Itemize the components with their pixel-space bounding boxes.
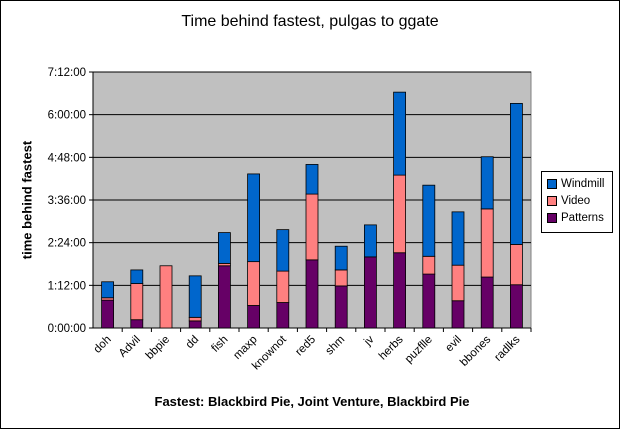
chart-legend: Windmill Video Patterns xyxy=(541,171,613,233)
bar-segment-patterns xyxy=(305,259,319,329)
legend-label: Video xyxy=(561,195,591,207)
legend-item-windmill: Windmill xyxy=(547,177,604,191)
legend-swatch xyxy=(547,213,557,223)
legend-swatch xyxy=(547,179,557,189)
y-tick-label: 3:36:00 xyxy=(48,195,86,207)
x-tick-label: shm xyxy=(323,334,347,358)
x-tick-label: herbs xyxy=(377,333,406,362)
bar-segment-patterns xyxy=(101,299,114,329)
bar-segment-patterns xyxy=(130,319,144,329)
bar-segment-windmill xyxy=(247,173,261,263)
bar-segment-patterns xyxy=(509,284,523,329)
x-tick-label: radlks xyxy=(492,333,522,363)
bar-segment-video xyxy=(509,244,523,286)
bar-segment-windmill xyxy=(509,103,523,245)
bar-segment-patterns xyxy=(422,273,436,329)
y-tick-label: 4:48:00 xyxy=(48,152,86,164)
bar-segment-windmill xyxy=(451,211,465,266)
y-tick-label: 2:24:00 xyxy=(48,238,86,250)
y-tick-label: 0:00:00 xyxy=(48,323,86,335)
bar-segment-patterns xyxy=(451,300,465,329)
bar-segment-video xyxy=(451,264,465,302)
bar-segment-video xyxy=(393,174,407,254)
bar-segment-windmill xyxy=(480,156,494,210)
bar-segment-windmill xyxy=(334,245,348,271)
x-tick-label: red5 xyxy=(293,334,318,359)
bar-segment-windmill xyxy=(130,269,144,284)
y-tick-label: 1:12:00 xyxy=(48,280,86,292)
legend-item-video: Video xyxy=(547,194,590,208)
x-tick-label: bbones xyxy=(458,333,493,368)
bar-segment-video xyxy=(188,316,202,322)
legend-label: Windmill xyxy=(561,178,605,190)
bar-segment-video xyxy=(159,265,173,329)
x-axis-label: Fastest: Blackbird Pie, Joint Venture, B… xyxy=(154,394,470,409)
bar-segment-patterns xyxy=(363,256,377,329)
bar-segment-windmill xyxy=(422,184,436,257)
bar-segment-video xyxy=(276,270,290,303)
bar-segment-windmill xyxy=(217,232,231,264)
y-tick-label: 6:00:00 xyxy=(48,110,86,122)
bar-segment-windmill xyxy=(393,91,407,176)
x-tick-label: Advil xyxy=(117,334,143,360)
bar-segment-patterns xyxy=(217,265,231,329)
x-tick-label: puzflle xyxy=(403,334,435,366)
x-tick-label: bbpie xyxy=(144,334,172,362)
x-tick-label: doh xyxy=(92,334,114,356)
bar-segment-windmill xyxy=(276,229,290,272)
bar-segment-patterns xyxy=(393,252,407,329)
bar-segment-windmill xyxy=(101,281,114,299)
bar-segment-video xyxy=(422,255,436,275)
bar-segment-patterns xyxy=(480,276,494,329)
bar-segment-windmill xyxy=(363,224,377,258)
bar-segment-patterns xyxy=(334,285,348,329)
legend-item-patterns: Patterns xyxy=(547,211,604,225)
x-tick-label: fish xyxy=(209,334,230,355)
y-tick-label: 7:12:00 xyxy=(48,67,86,79)
bar-segment-patterns xyxy=(188,320,202,329)
bar-segment-video xyxy=(130,283,144,321)
bar-segment-patterns xyxy=(247,305,261,329)
x-tick-label: jv xyxy=(361,333,376,348)
x-tick-label: evil xyxy=(443,334,464,355)
bar-segment-video xyxy=(334,269,348,287)
bar-segment-video xyxy=(480,208,494,278)
bar-segment-windmill xyxy=(188,275,202,318)
chart-title: Time behind fastest, pulgas to ggate xyxy=(181,13,439,30)
bar-segment-video xyxy=(247,261,261,306)
legend-label: Patterns xyxy=(561,212,604,224)
bar-segment-windmill xyxy=(305,164,319,195)
legend-swatch xyxy=(547,196,557,206)
bar-segment-patterns xyxy=(276,302,290,329)
x-tick-label: dd xyxy=(184,334,202,352)
bar-segment-video xyxy=(305,193,319,261)
